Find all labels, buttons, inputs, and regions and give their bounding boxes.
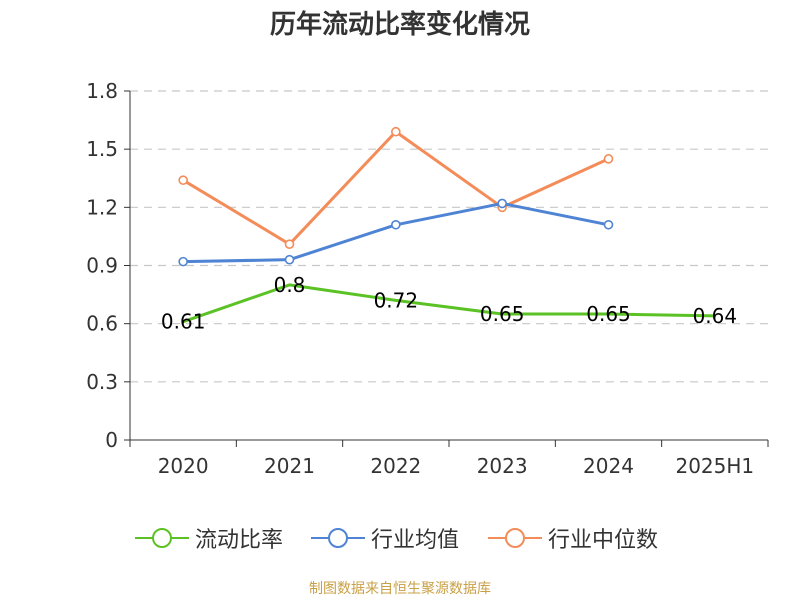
y-tick-label: 0.6	[86, 312, 118, 336]
legend-label-industry-median: 行业中位数	[548, 528, 659, 553]
x-tick-label: 2021	[264, 454, 315, 478]
series-point-2	[391, 126, 401, 137]
legend-item-current-ratio[interactable]: 流动比率	[135, 520, 283, 556]
legend-marker-industry-mean	[311, 528, 365, 548]
x-tick-label: 2020	[158, 454, 209, 478]
data-labels: 0.61 0.8 0.72 0.65 0.65 0.64	[161, 273, 737, 334]
series-point-1	[603, 219, 614, 230]
legend-marker-current-ratio	[135, 528, 189, 548]
x-tick-label: 2025H1	[675, 454, 754, 478]
y-tick-label: 1.5	[86, 137, 118, 161]
x-tick-label: 2024	[583, 454, 634, 478]
data-label: 0.65	[586, 302, 631, 326]
series-point-2	[178, 175, 188, 185]
grid-lines	[130, 90, 768, 383]
y-tick-label: 0	[105, 428, 118, 452]
series-point-1	[178, 256, 188, 267]
footer-source: 制图数据来自恒生聚源数据库	[309, 581, 491, 597]
legend-marker-industry-median	[488, 528, 542, 548]
series-point-2	[284, 239, 295, 249]
y-tick-label: 1.2	[86, 195, 118, 219]
legend-label-current-ratio: 流动比率	[195, 528, 284, 553]
data-label: 0.65	[480, 302, 525, 326]
series-point-1	[284, 254, 295, 265]
y-tick-label: 0.9	[86, 254, 118, 278]
legend-item-industry-median[interactable]: 行业中位数	[488, 520, 658, 556]
series-line-0	[182, 283, 715, 324]
y-tick-label: 1.8	[86, 79, 118, 103]
legend: 流动比率 行业均值 行业中位数	[0, 520, 800, 556]
legend-item-industry-mean[interactable]: 行业均值	[311, 520, 459, 556]
series-lines	[178, 126, 715, 324]
data-label: 0.61	[161, 310, 206, 334]
x-tick-label: 2023	[477, 454, 528, 478]
series-line-1	[183, 201, 609, 264]
data-label: 0.72	[374, 288, 419, 312]
series-point-1	[497, 198, 507, 209]
y-tick-label: 0.3	[86, 370, 118, 394]
chart-title: 历年流动比率变化情况	[269, 10, 530, 40]
axes: 0 0.3 0.6 0.9 1.2 1.5 1.8 2020 2021 2022 2023 2024 2…	[86, 79, 769, 478]
legend-label-industry-mean: 行业均值	[371, 528, 460, 553]
x-tick-label: 2022	[370, 454, 421, 478]
data-label: 0.64	[693, 304, 738, 328]
series-point-2	[603, 154, 614, 164]
data-label: 0.8	[274, 273, 306, 297]
series-point-1	[391, 219, 401, 230]
